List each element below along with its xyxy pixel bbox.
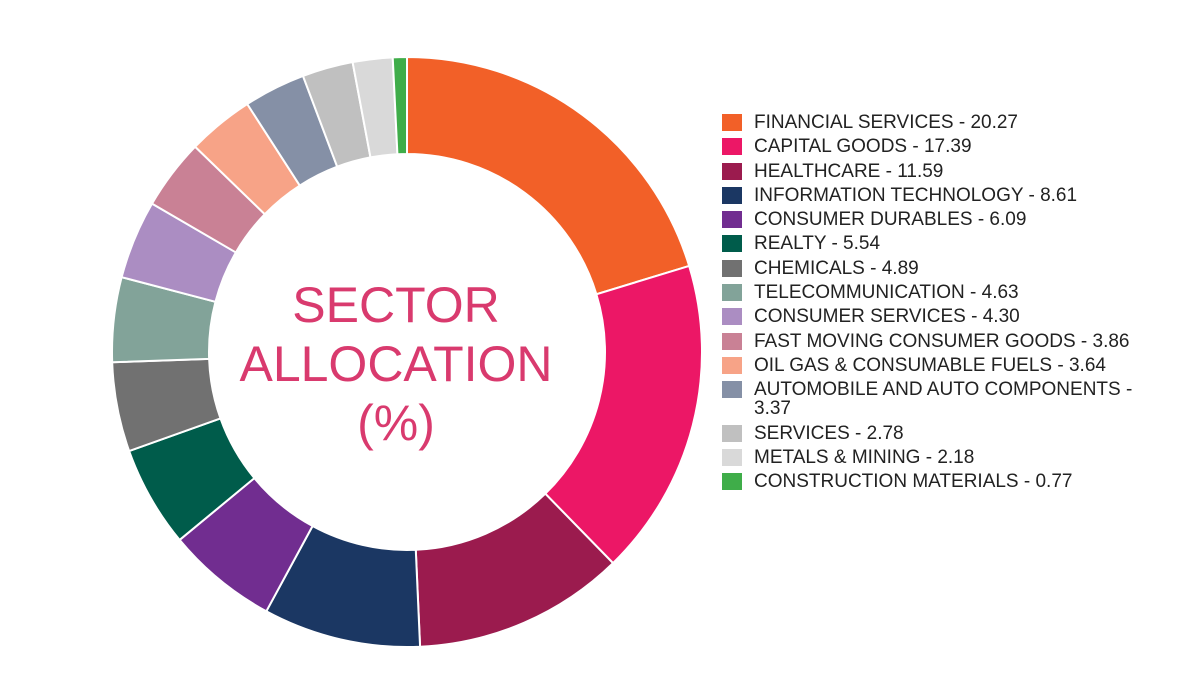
legend-label: OIL GAS & CONSUMABLE FUELS - 3.64 [754,354,1106,376]
legend-label: HEALTHCARE - 11.59 [754,160,944,182]
donut-slice-0 [406,55,691,296]
legend-item-14: CONSTRUCTION MATERIALS - 0.77 [722,472,1182,491]
legend-item-10: OIL GAS & CONSUMABLE FUELS - 3.64 [722,356,1182,375]
legend-item-5: REALTY - 5.54 [722,234,1182,253]
legend-swatch [722,211,742,229]
legend-swatch [722,308,742,326]
legend-label: FAST MOVING CONSUMER GOODS - 3.86 [754,330,1130,352]
legend-swatch [722,114,742,131]
title-line-3: (%) [357,395,435,451]
legend-label: TELECOMMUNICATION - 4.63 [754,282,1019,304]
title-line-2: ALLOCATION [239,336,553,392]
donut-slice-14 [391,55,408,156]
legend-swatch [722,332,742,350]
legend-item-4: CONSUMER DURABLES - 6.09 [722,210,1182,229]
legend: FINANCIAL SERVICES - 20.27 CAPITAL GOODS … [722,113,1182,496]
title-line-1: SECTOR [292,277,500,333]
legend-label: CAPITAL GOODS - 17.39 [754,136,972,158]
legend-swatch [722,259,742,277]
legend-swatch [722,473,742,491]
legend-item-11: AUTOMOBILE AND AUTO COMPONENTS - 3.37 [722,380,1182,418]
legend-label: FINANCIAL SERVICES - 20.27 [754,112,1018,133]
legend-label: METALS & MINING - 2.18 [754,446,975,468]
legend-label: CONSTRUCTION MATERIALS - 0.77 [754,471,1073,493]
legend-label: SERVICES - 2.78 [754,422,904,444]
legend-label: CONSUMER SERVICES - 4.30 [754,306,1020,328]
legend-swatch [722,284,742,302]
legend-label: CONSUMER DURABLES - 6.09 [754,209,1027,231]
legend-label: AUTOMOBILE AND AUTO COMPONENTS - 3.37 [754,379,1133,420]
legend-item-1: CAPITAL GOODS - 17.39 [722,137,1182,156]
legend-item-9: FAST MOVING CONSUMER GOODS - 3.86 [722,332,1182,351]
legend-label: CHEMICALS - 4.89 [754,257,919,279]
legend-item-0: FINANCIAL SERVICES - 20.27 [722,113,1182,132]
legend-swatch [722,186,742,204]
legend-swatch [722,381,742,399]
legend-swatch [722,424,742,442]
legend-swatch [722,162,742,180]
chart-title: SECTOR ALLOCATION (%) [206,276,586,453]
legend-item-13: METALS & MINING - 2.18 [722,448,1182,467]
legend-swatch [722,235,742,253]
legend-label: REALTY - 5.54 [754,233,881,255]
legend-swatch [722,356,742,374]
legend-item-12: SERVICES - 2.78 [722,424,1182,443]
legend-item-3: INFORMATION TECHNOLOGY - 8.61 [722,186,1182,205]
legend-item-7: TELECOMMUNICATION - 4.63 [722,283,1182,302]
legend-item-2: HEALTHCARE - 11.59 [722,162,1182,181]
legend-item-8: CONSUMER SERVICES - 4.30 [722,307,1182,326]
legend-item-6: CHEMICALS - 4.89 [722,259,1182,278]
legend-label: INFORMATION TECHNOLOGY - 8.61 [754,184,1078,206]
legend-swatch [722,448,742,466]
legend-swatch [722,138,742,156]
